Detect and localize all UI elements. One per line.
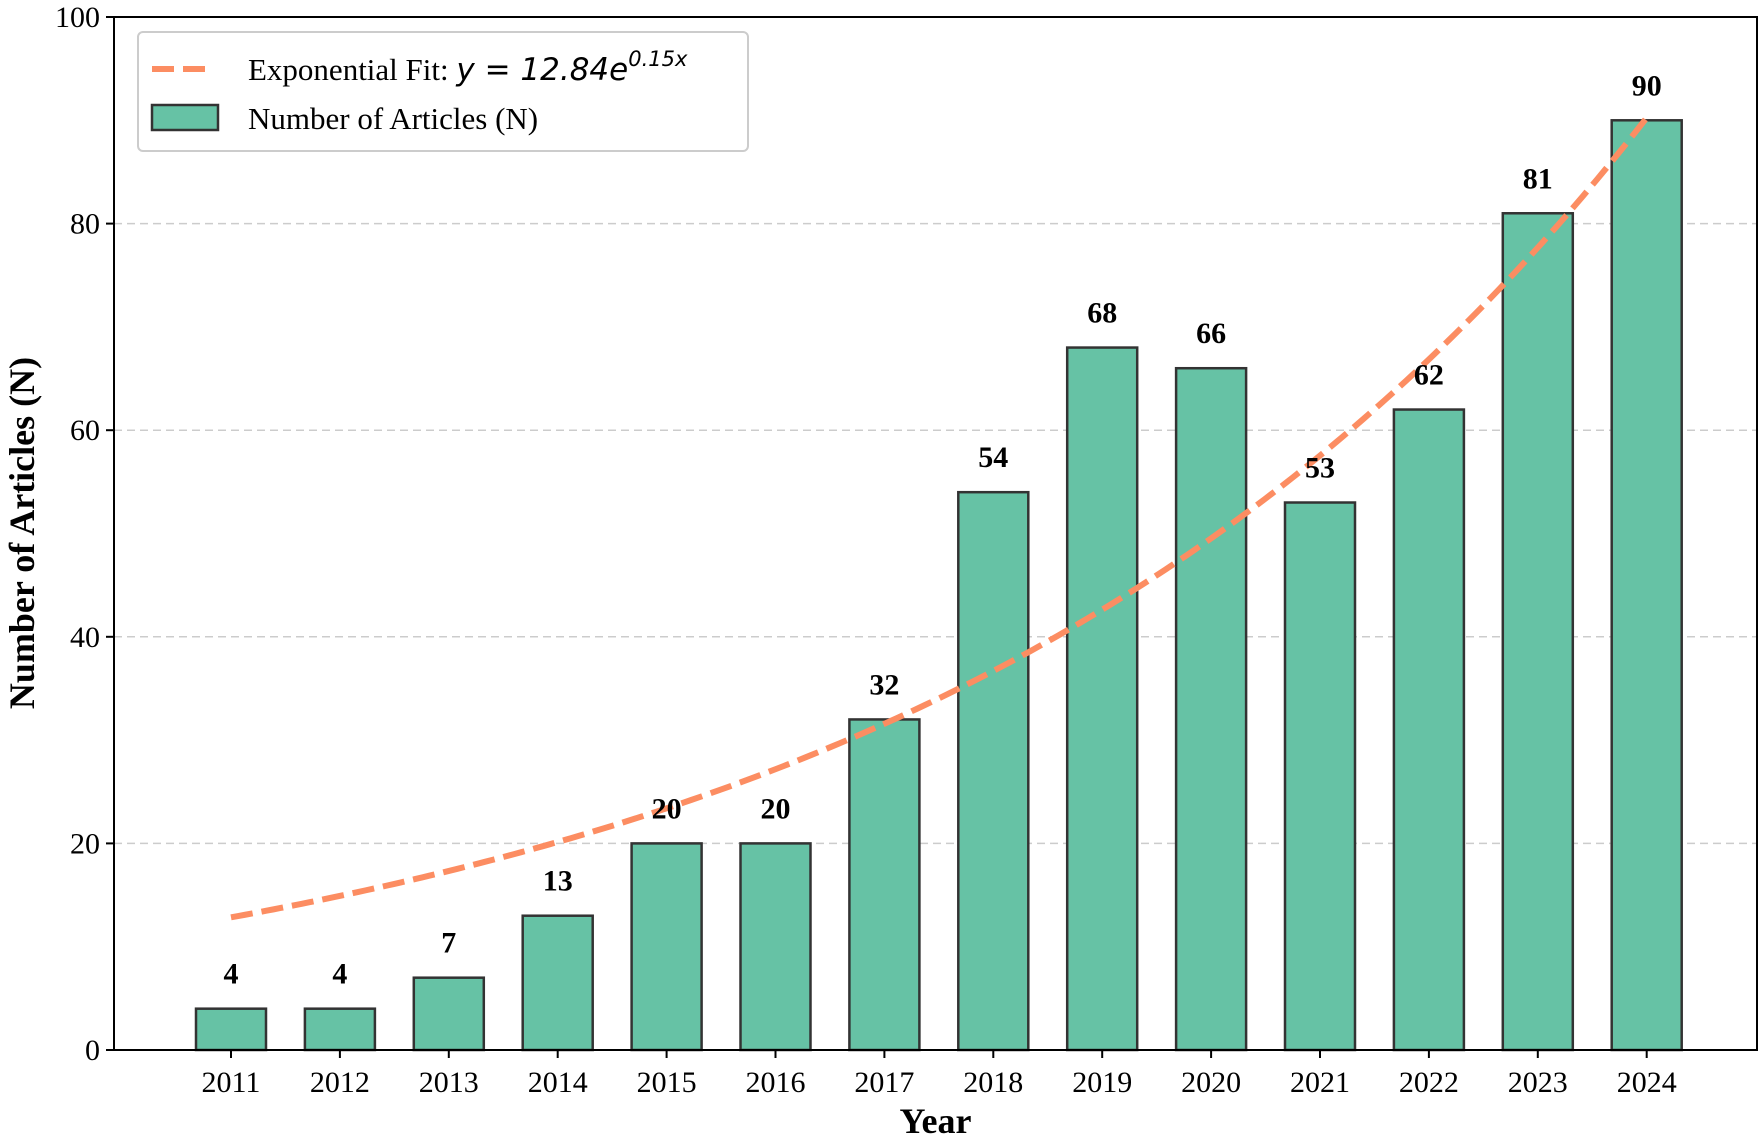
bar [412, 976, 486, 1052]
x-axis-title: Year [900, 1101, 972, 1141]
fit-line [230, 115, 1650, 921]
x-tick-label: 2017 [854, 1066, 914, 1099]
bar [1065, 346, 1139, 1052]
data-label: 20 [652, 792, 682, 825]
x-tick-label: 2015 [637, 1066, 697, 1099]
data-label: 68 [1087, 297, 1117, 330]
bar [194, 1007, 268, 1052]
x-tick-label: 2013 [419, 1066, 479, 1099]
data-label: 53 [1305, 452, 1335, 485]
bar [1174, 366, 1248, 1052]
x-tick-label: 2024 [1617, 1066, 1677, 1099]
x-tick-label: 2012 [310, 1066, 370, 1099]
y-tick-label: 80 [70, 208, 100, 241]
legend-bar-swatch [150, 103, 220, 132]
x-tick-label: 2018 [963, 1066, 1023, 1099]
grid-lines [114, 222, 1757, 845]
y-tick-label: 100 [55, 1, 100, 34]
bar [1392, 408, 1466, 1052]
data-label: 66 [1196, 317, 1226, 350]
legend-bar-label: Number of Articles (N) [248, 101, 538, 136]
data-label: 32 [869, 668, 899, 701]
data-label: 81 [1523, 162, 1553, 195]
x-tick-label: 2023 [1508, 1066, 1568, 1099]
legend-box [137, 31, 749, 152]
y-tick-label: 40 [70, 621, 100, 654]
bars [194, 119, 1683, 1052]
bar [739, 842, 812, 1052]
bar [957, 490, 1030, 1052]
bar [1610, 119, 1683, 1052]
data-label: 54 [978, 441, 1008, 474]
data-label: 20 [761, 792, 791, 825]
data-label: 4 [224, 958, 239, 991]
y-axis-title: Number of Articles (N) [2, 357, 42, 709]
bar [1501, 212, 1575, 1052]
x-tick-label: 2011 [202, 1066, 261, 1099]
x-tick-label: 2016 [746, 1066, 806, 1099]
data-label: 7 [441, 927, 456, 960]
fit-curve [230, 115, 1650, 921]
y-tick-label: 0 [85, 1034, 100, 1067]
data-label: 4 [332, 958, 347, 991]
x-tick-label: 2022 [1399, 1066, 1459, 1099]
bar [630, 842, 703, 1052]
data-label: 13 [543, 865, 573, 898]
bar [303, 1007, 377, 1052]
data-label: 62 [1414, 359, 1444, 392]
x-tick-label: 2014 [528, 1066, 588, 1099]
x-tick-label: 2019 [1072, 1066, 1132, 1099]
y-tick-label: 60 [70, 414, 100, 447]
plot-frame [113, 16, 1758, 1051]
data-label: 90 [1632, 69, 1662, 102]
y-tick-label: 20 [70, 827, 100, 860]
bar [1283, 501, 1357, 1052]
legend: Exponential Fit: y = 12.84e0.15x Number … [137, 31, 749, 152]
bar [521, 914, 594, 1052]
bar [848, 718, 921, 1052]
data-labels: 4 4 7 13 20 20 32 54 68 66 53 62 81 90 [224, 69, 1662, 990]
x-tick-label: 2021 [1290, 1066, 1350, 1099]
legend-fit-label: Exponential Fit: y = 12.84e0.15x [248, 47, 688, 88]
x-tick-label: 2020 [1181, 1066, 1241, 1099]
